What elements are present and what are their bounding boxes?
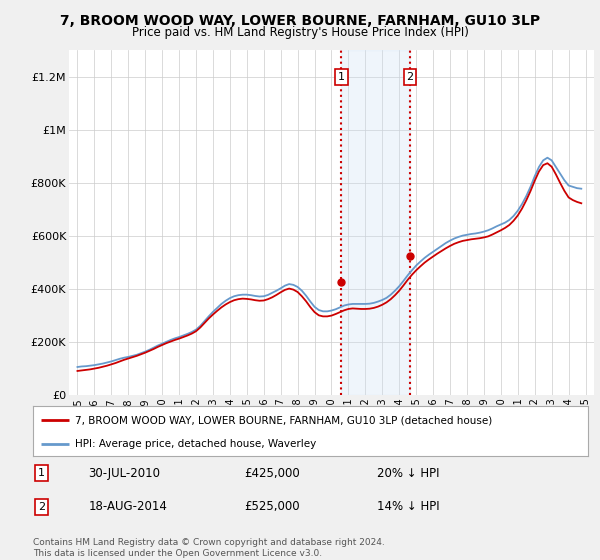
Text: 30-JUL-2010: 30-JUL-2010 — [89, 466, 161, 480]
Text: 7, BROOM WOOD WAY, LOWER BOURNE, FARNHAM, GU10 3LP: 7, BROOM WOOD WAY, LOWER BOURNE, FARNHAM… — [60, 14, 540, 28]
Text: £425,000: £425,000 — [244, 466, 299, 480]
Text: 2: 2 — [406, 72, 413, 82]
Text: 2: 2 — [38, 502, 45, 512]
Text: 7, BROOM WOOD WAY, LOWER BOURNE, FARNHAM, GU10 3LP (detached house): 7, BROOM WOOD WAY, LOWER BOURNE, FARNHAM… — [74, 415, 492, 425]
Text: 1: 1 — [338, 72, 345, 82]
Text: 20% ↓ HPI: 20% ↓ HPI — [377, 466, 440, 480]
Text: Contains HM Land Registry data © Crown copyright and database right 2024.
This d: Contains HM Land Registry data © Crown c… — [33, 538, 385, 558]
Bar — [341, 50, 410, 395]
Text: 1: 1 — [38, 468, 45, 478]
Text: HPI: Average price, detached house, Waverley: HPI: Average price, detached house, Wave… — [74, 439, 316, 449]
Text: 18-AUG-2014: 18-AUG-2014 — [89, 500, 167, 514]
Text: 14% ↓ HPI: 14% ↓ HPI — [377, 500, 440, 514]
Text: Price paid vs. HM Land Registry's House Price Index (HPI): Price paid vs. HM Land Registry's House … — [131, 26, 469, 39]
Text: £525,000: £525,000 — [244, 500, 299, 514]
